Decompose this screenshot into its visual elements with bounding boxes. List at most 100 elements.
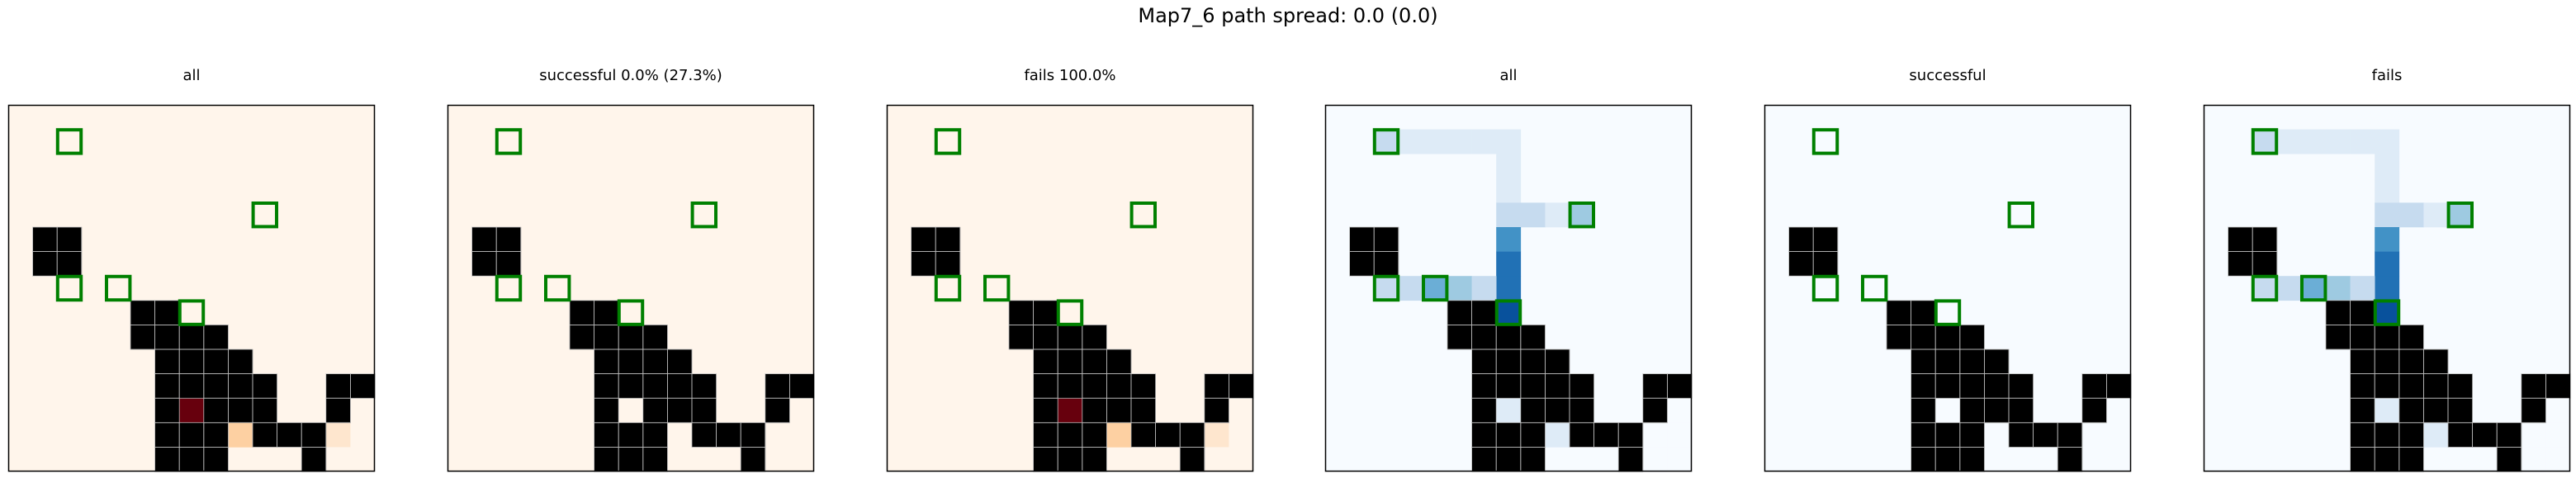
wall-cell (1788, 251, 1814, 277)
wall-cell (130, 325, 155, 350)
heat-cell (1398, 129, 1423, 154)
wall-cell (1009, 300, 1034, 325)
heat-cell (1204, 447, 1229, 472)
wall-cell (496, 227, 522, 252)
heat-cell (1180, 398, 1205, 424)
wall-cell (1911, 349, 1936, 374)
panel-title: successful 0.0% (27.3%) (539, 67, 722, 84)
wall-cell (594, 398, 619, 424)
heat-cell (1471, 276, 1497, 301)
figure-title: Map7_6 path spread: 0.0 (0.0) (1138, 4, 1438, 27)
wall-cell (228, 398, 253, 424)
wall-cell (594, 349, 619, 374)
wall-cell (1959, 349, 1985, 374)
heat-cell (350, 398, 376, 424)
wall-cell (642, 398, 668, 424)
wall-cell (2057, 447, 2083, 472)
wall-cell (253, 398, 277, 424)
target-marker (1811, 274, 1840, 302)
target-marker (1372, 128, 1400, 155)
target-marker (1934, 299, 1962, 326)
wall-cell (1082, 373, 1107, 399)
wall-cell (203, 398, 229, 424)
wall-gridline (2521, 397, 2546, 424)
heatmap-panel (1764, 104, 2132, 472)
panel-title: successful (1909, 67, 1986, 84)
wall-cell (2521, 373, 2546, 399)
heat-cell (1229, 422, 1254, 448)
target-marker (1568, 201, 1596, 229)
heat-cell (2252, 129, 2278, 154)
heat-cell (1520, 202, 1546, 228)
wall-cell (325, 373, 351, 399)
wall-cell (203, 325, 229, 350)
heat-cell (2375, 154, 2400, 179)
heat-cell (1496, 276, 1522, 301)
wall-cell (1520, 373, 1546, 399)
wall-cell (1520, 422, 1546, 448)
wall-cell (2375, 422, 2400, 448)
wall-cell (2252, 227, 2278, 252)
wall-cell (301, 447, 327, 472)
wall-cell (2398, 325, 2424, 350)
heat-cell (2350, 276, 2375, 301)
wall-cell (2497, 422, 2522, 448)
heat-cell (2423, 422, 2449, 448)
target-marker (1811, 128, 1840, 155)
wall-cell (1959, 325, 1985, 350)
wall-cell (1570, 422, 1594, 448)
wall-cell (2009, 398, 2034, 424)
wall-cell (1106, 349, 1132, 374)
wall-cell (1667, 373, 1693, 399)
wall-cell (1033, 398, 1058, 424)
target-marker (1129, 201, 1158, 229)
wall-cell (1959, 373, 1985, 399)
wall-cell (471, 251, 497, 277)
wall-cell (1180, 422, 1205, 448)
wall-cell (667, 373, 693, 399)
wall-cell (325, 398, 351, 424)
wall-cell (2398, 398, 2424, 424)
wall-cell (1570, 398, 1594, 424)
wall-cell (1959, 422, 1985, 448)
panel-frame (447, 104, 815, 472)
wall-cell (2350, 422, 2375, 448)
wall-cell (741, 447, 766, 472)
wall-cell (1618, 422, 1644, 448)
heat-cell (2398, 202, 2424, 228)
wall-cell (618, 373, 644, 399)
wall-cell (2448, 398, 2473, 424)
wall-cell (1984, 373, 2010, 399)
wall-cell (1911, 398, 1936, 424)
wall-cell (667, 398, 693, 424)
heat-cell (2276, 276, 2302, 301)
heat-cell (2276, 129, 2302, 154)
wall-cell (618, 349, 644, 374)
wall-cell (716, 422, 741, 448)
wall-cell (2057, 422, 2083, 448)
heatmap-panel (886, 104, 1254, 472)
target-marker (2007, 201, 2035, 229)
heat-cell (1642, 447, 1668, 472)
wall-cell (1204, 373, 1229, 399)
wall-cell (2423, 398, 2449, 424)
wall-cell (935, 227, 961, 252)
wall-cell (2375, 349, 2400, 374)
heatmap-panel (447, 104, 815, 472)
wall-cell (1496, 349, 1522, 374)
wall-cell (1813, 251, 1839, 277)
wall-cell (1106, 373, 1132, 399)
wall-cell (1618, 447, 1644, 472)
heat-cell (1496, 154, 1522, 179)
wall-cell (57, 227, 83, 252)
heat-cell (1447, 129, 1472, 154)
wall-cell (1471, 300, 1497, 325)
heat-cell (2375, 300, 2400, 325)
heat-cell (325, 447, 351, 472)
wall-cell (2252, 251, 2278, 277)
target-marker (1421, 274, 1449, 302)
wall-cell (471, 227, 497, 252)
wall-cell (1471, 398, 1497, 424)
wall-cell (642, 422, 668, 448)
